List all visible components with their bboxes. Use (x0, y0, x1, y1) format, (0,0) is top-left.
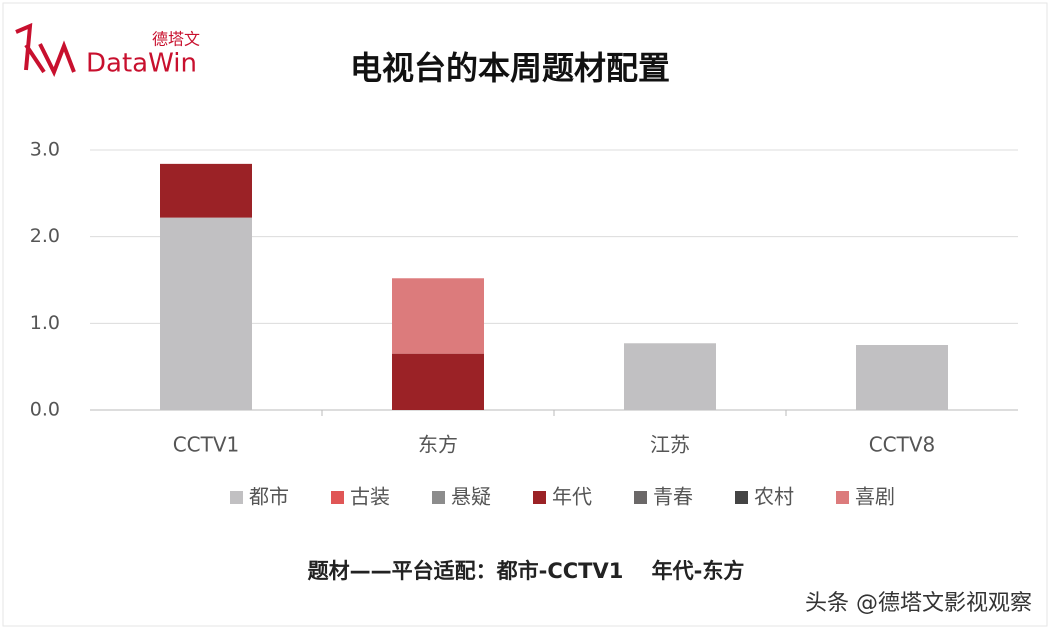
bar-segment (160, 217, 252, 410)
bar-segment (392, 353, 484, 410)
legend-label: 悬疑 (451, 485, 491, 509)
chart-title: 电视台的本周题材配置 (350, 49, 670, 87)
legend-label: 都市 (249, 485, 289, 509)
bar-segment (856, 345, 948, 410)
legend-label: 青春 (653, 485, 693, 509)
frame (2, 2, 1048, 627)
legend-label: 古装 (350, 485, 390, 509)
y-tick-label: 0.0 (30, 399, 60, 421)
y-tick-label: 1.0 (30, 312, 60, 334)
logo-brand: DataWin (86, 49, 197, 79)
bar-segment (160, 163, 252, 218)
x-tick-label: 东方 (418, 433, 458, 457)
y-tick-label: 3.0 (30, 139, 60, 161)
x-tick-label: 江苏 (650, 433, 690, 457)
legend-label: 喜剧 (855, 485, 895, 509)
x-tick-label: CCTV8 (869, 433, 936, 457)
bar-segment (392, 278, 484, 354)
x-tick-label: CCTV1 (173, 433, 240, 457)
legend-label: 农村 (754, 485, 794, 509)
y-tick-label: 2.0 (30, 225, 60, 247)
legend-swatch (331, 491, 344, 504)
legend-label: 年代 (552, 485, 592, 509)
caption: 题材——平台适配：都市-CCTV1 年代-东方 (308, 559, 745, 583)
legend-swatch (230, 491, 243, 504)
logo-mark (15, 22, 76, 77)
legend-swatch (533, 491, 546, 504)
legend-swatch (735, 491, 748, 504)
logo: DataWin 德塔文 (15, 22, 200, 79)
legend-swatch (432, 491, 445, 504)
logo-brand-cn: 德塔文 (152, 30, 200, 49)
legend-swatch (836, 491, 849, 504)
bar-segment (624, 343, 716, 410)
legend-swatch (634, 491, 647, 504)
watermark: 头条 @德塔文影视观察 (805, 591, 1032, 616)
